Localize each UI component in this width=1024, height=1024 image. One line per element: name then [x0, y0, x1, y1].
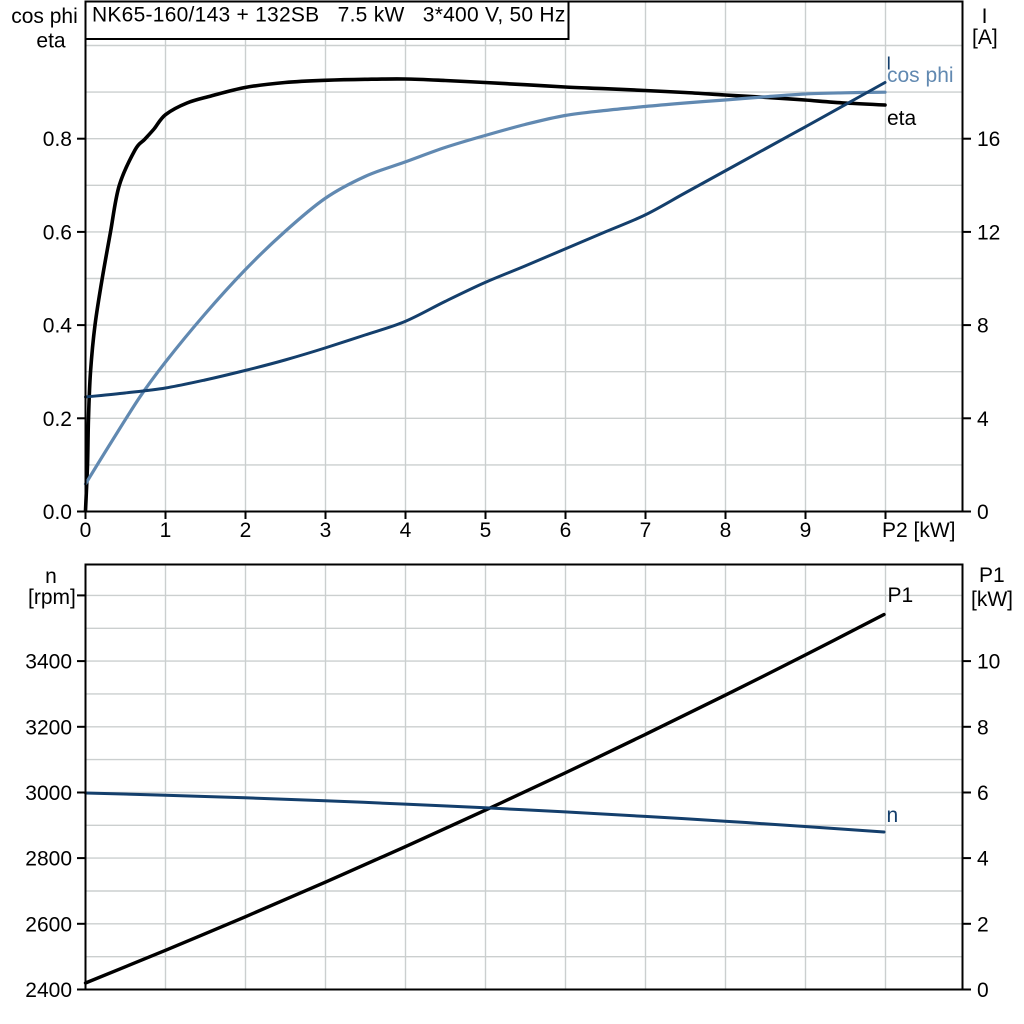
svg-text:0: 0 — [977, 501, 989, 524]
svg-text:8: 8 — [977, 716, 989, 739]
svg-text:[A]: [A] — [972, 26, 998, 49]
svg-text:0.8: 0.8 — [43, 128, 72, 151]
svg-text:P2 [kW]: P2 [kW] — [882, 519, 956, 542]
svg-text:0.4: 0.4 — [43, 315, 73, 338]
svg-text:P1: P1 — [979, 564, 1005, 587]
svg-text:2800: 2800 — [25, 848, 72, 871]
svg-text:3: 3 — [320, 519, 332, 542]
svg-text:cos phi: cos phi — [11, 5, 78, 28]
svg-text:16: 16 — [977, 128, 1000, 151]
svg-text:NK65-160/143 + 132SB 7.5 kW: NK65-160/143 + 132SB 7.5 kW 3*400 V, 50 … — [92, 4, 566, 27]
svg-text:10: 10 — [977, 651, 1000, 674]
svg-text:2600: 2600 — [25, 913, 72, 936]
svg-text:8: 8 — [977, 315, 989, 338]
svg-text:7: 7 — [640, 519, 652, 542]
svg-text:0: 0 — [80, 519, 92, 542]
svg-text:3200: 3200 — [25, 716, 72, 739]
svg-text:cos phi: cos phi — [887, 64, 954, 87]
svg-text:0.0: 0.0 — [43, 501, 72, 524]
svg-text:8: 8 — [720, 519, 732, 542]
svg-text:9: 9 — [800, 519, 812, 542]
svg-text:1: 1 — [160, 519, 172, 542]
svg-text:2: 2 — [240, 519, 252, 542]
svg-text:12: 12 — [977, 221, 1000, 244]
svg-text:4: 4 — [977, 408, 989, 431]
svg-text:3000: 3000 — [25, 782, 72, 805]
svg-text:I: I — [982, 5, 988, 28]
svg-text:0.6: 0.6 — [43, 221, 72, 244]
svg-text:0: 0 — [977, 979, 989, 1002]
svg-text:6: 6 — [560, 519, 572, 542]
svg-text:eta: eta — [36, 30, 66, 53]
svg-text:5: 5 — [480, 519, 492, 542]
svg-text:4: 4 — [977, 848, 989, 871]
svg-text:0.2: 0.2 — [43, 408, 72, 431]
svg-text:3400: 3400 — [25, 651, 72, 674]
svg-text:I: I — [886, 54, 891, 74]
svg-text:eta: eta — [887, 107, 917, 130]
svg-text:P1: P1 — [888, 584, 914, 607]
svg-text:2400: 2400 — [25, 979, 72, 1002]
svg-text:[kW]: [kW] — [971, 588, 1013, 611]
svg-text:[rpm]: [rpm] — [28, 586, 76, 609]
svg-text:n: n — [887, 804, 899, 827]
svg-text:4: 4 — [400, 519, 412, 542]
svg-text:n: n — [45, 565, 57, 588]
svg-text:2: 2 — [977, 913, 989, 936]
svg-text:6: 6 — [977, 782, 989, 805]
